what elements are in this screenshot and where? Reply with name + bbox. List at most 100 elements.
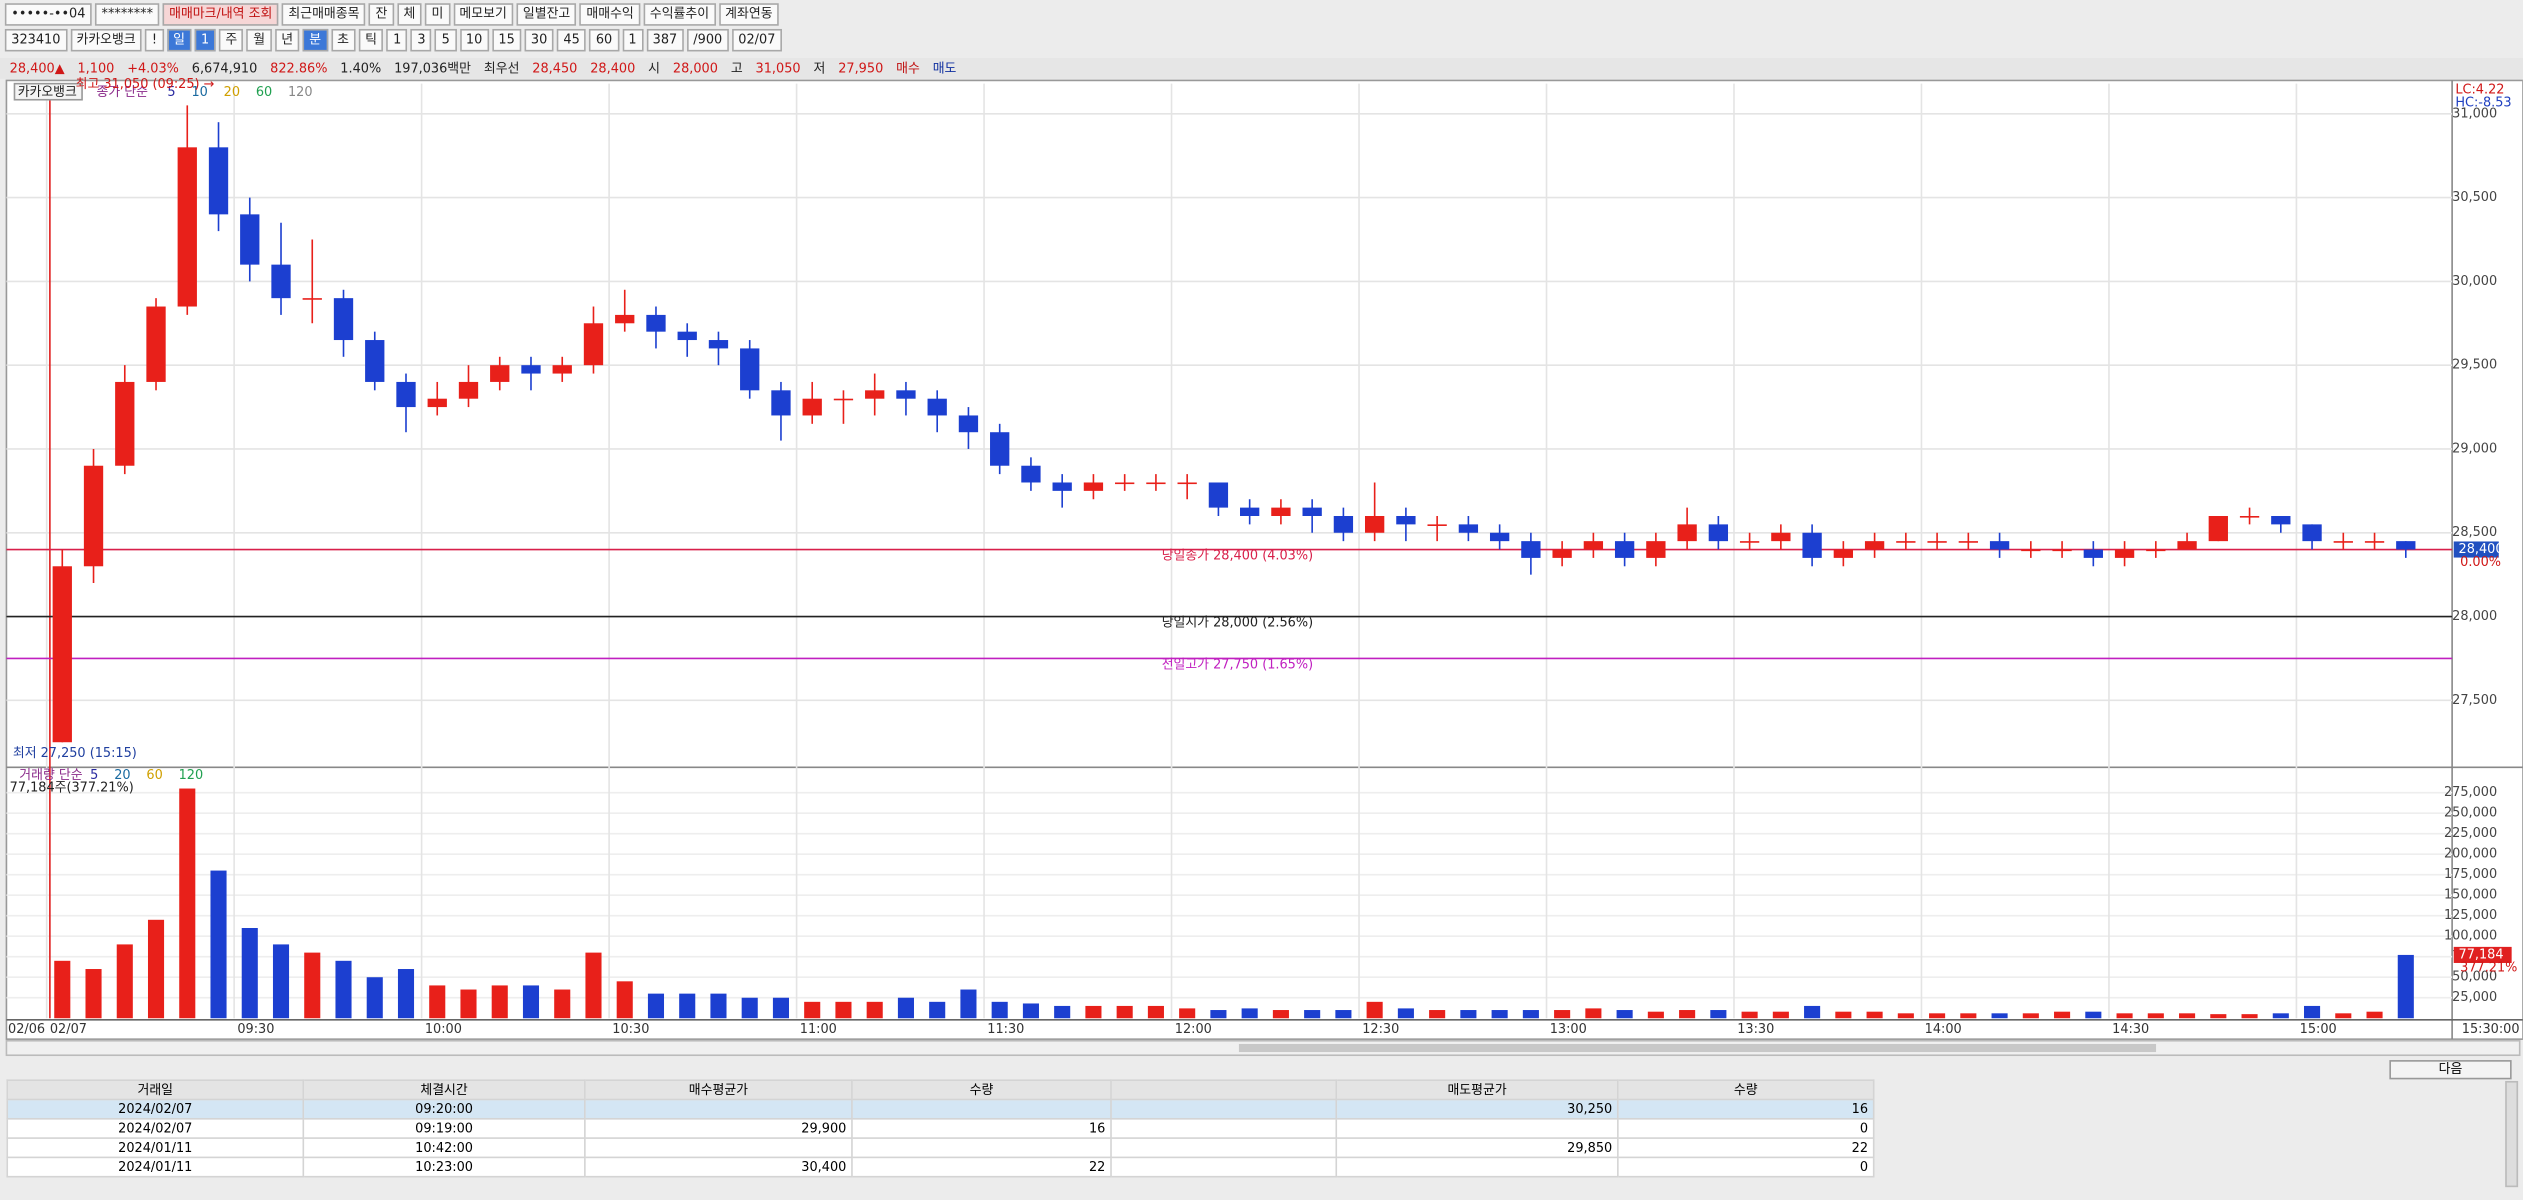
- v-tick-label: 175,000: [2444, 867, 2497, 882]
- toolbar-item: 31,050: [755, 60, 801, 75]
- toolbar-item[interactable]: 주: [218, 28, 244, 52]
- volume-bar: [366, 977, 383, 1019]
- volume-bar: [772, 997, 790, 1019]
- volume-bar: [2366, 1011, 2383, 1019]
- table-row[interactable]: 2024/02/07 09:20:00 30,250 16: [6, 1098, 1875, 1120]
- header-cell: 거래일: [6, 1079, 305, 1101]
- toolbar-item[interactable]: ********: [95, 3, 160, 26]
- volume-bar: [272, 944, 290, 1019]
- toolbar-item[interactable]: 최근매매종목: [281, 3, 366, 26]
- toolbar-item[interactable]: 초: [330, 28, 356, 52]
- toolbar-item[interactable]: 10: [459, 28, 489, 52]
- toolbar-item[interactable]: 3: [410, 28, 432, 52]
- next-button[interactable]: 다음: [2389, 1060, 2512, 1080]
- volume-bar: [1179, 1008, 1196, 1019]
- volume-bar: [1804, 1005, 1821, 1019]
- table-cell: [851, 1098, 1112, 1120]
- toolbar-item: 1,100: [77, 60, 115, 75]
- toolbar-item[interactable]: •••••-••04: [4, 3, 92, 26]
- toolbar-item[interactable]: 매매마크/내역 조회: [162, 3, 279, 26]
- volume-bar: [554, 989, 571, 1019]
- toolbar-item[interactable]: 1: [194, 28, 216, 52]
- toolbar-item[interactable]: 30: [524, 28, 554, 52]
- table-row[interactable]: 2024/01/11 10:23:00 30,400 22 0: [6, 1156, 1875, 1178]
- toolbar-item[interactable]: 계좌연동: [718, 3, 780, 26]
- table-row[interactable]: 2024/02/07 09:19:00 29,900 16 0: [6, 1117, 1875, 1139]
- candle-body: [115, 381, 135, 466]
- volume-bar: [897, 997, 914, 1019]
- candle-body: [2239, 516, 2260, 518]
- table-cell: 10:23:00: [302, 1156, 586, 1178]
- toolbar-item[interactable]: 323410: [4, 28, 67, 52]
- toolbar-item[interactable]: 미: [425, 3, 450, 26]
- legend-item: 10: [191, 85, 207, 100]
- toolbar-item[interactable]: 일: [166, 28, 192, 52]
- table-cell: [584, 1137, 853, 1159]
- candle-body: [1021, 465, 1041, 483]
- volume-bar: [2085, 1011, 2102, 1019]
- x-tick-label: 02/07: [50, 1022, 87, 1037]
- volume-bar: [429, 985, 446, 1019]
- toolbar-item[interactable]: 15: [491, 28, 522, 52]
- volume-bar: [241, 928, 258, 1019]
- candle-body: [2083, 549, 2103, 558]
- toolbar-item[interactable]: 45: [556, 28, 587, 52]
- last-change-label: 0.00%: [2460, 555, 2501, 570]
- table-cell: 29,850: [1335, 1137, 1619, 1159]
- volume-bar: [1272, 1010, 1289, 1019]
- toolbar-item[interactable]: 년: [274, 28, 300, 52]
- candle-body: [1896, 541, 1916, 543]
- toolbar-item: 28,000: [672, 60, 718, 75]
- candle-body: [771, 390, 791, 416]
- volume-bar: [1085, 1005, 1102, 1019]
- legend-item: 5: [90, 768, 98, 783]
- volume-bar: [647, 993, 665, 1019]
- scrollbar[interactable]: [2505, 1080, 2519, 1188]
- toolbar-item[interactable]: !: [145, 28, 164, 52]
- toolbar-item[interactable]: 일별잔고: [516, 3, 577, 26]
- candle-body: [1802, 532, 1822, 558]
- table-cell: 2024/02/07: [6, 1117, 305, 1139]
- toolbar-item[interactable]: /900: [686, 28, 729, 52]
- toolbar-item[interactable]: 387: [646, 28, 684, 52]
- toolbar-item: 27,950: [838, 60, 884, 75]
- toolbar-item[interactable]: 5: [435, 28, 457, 52]
- chart: 27,500 28,000 28,500 29,000 29,500 30,000 30,5…: [5, 77, 2523, 1057]
- toolbar-item: 최우선: [483, 60, 520, 75]
- candle-body: [1958, 541, 1978, 543]
- candle-body: [2271, 516, 2291, 525]
- toolbar-item: 매도: [932, 60, 957, 75]
- candle-body: [521, 365, 541, 374]
- candle-body: [396, 381, 416, 408]
- header-cell: 매수평균가: [584, 1079, 853, 1101]
- toolbar-item[interactable]: 02/07: [731, 28, 782, 52]
- volume-bar: [1554, 1010, 1571, 1019]
- table-cell: 09:20:00: [302, 1098, 586, 1120]
- x-end-label: 15:30:00: [2462, 1022, 2520, 1037]
- volume-bar: [1772, 1011, 1789, 1019]
- toolbar-item[interactable]: 1: [386, 28, 408, 52]
- toolbar-item[interactable]: 잔: [369, 3, 394, 26]
- volume-bar: [679, 993, 696, 1019]
- candle-body: [1177, 482, 1197, 485]
- toolbar-item[interactable]: 수익률추이: [643, 3, 716, 26]
- volume-bar: [460, 989, 477, 1019]
- volume-bar: [1147, 1005, 1164, 1019]
- toolbar-item[interactable]: 메모보기: [452, 3, 514, 26]
- toolbar-item[interactable]: 카카오뱅크: [70, 28, 143, 52]
- toolbar-item[interactable]: 60: [589, 28, 619, 52]
- volume-last-label: 77,184: [2459, 947, 2504, 962]
- toolbar-item[interactable]: 1: [621, 28, 643, 52]
- candle-body: [2302, 524, 2322, 542]
- candle-body: [708, 340, 729, 349]
- legend-item: 5: [167, 85, 175, 100]
- toolbar-item[interactable]: 월: [246, 28, 272, 52]
- table-row[interactable]: 2024/01/11 10:42:00 29,850 22: [6, 1137, 1875, 1159]
- toolbar-item[interactable]: 분: [302, 28, 328, 52]
- header-cell: 매도평균가: [1335, 1079, 1619, 1101]
- toolbar-item[interactable]: 매매수익: [579, 3, 641, 26]
- toolbar-item[interactable]: 체: [397, 3, 422, 26]
- volume-ratio-label: 377.21%: [2460, 960, 2517, 975]
- volume-bar: [2179, 1013, 2196, 1019]
- toolbar-item[interactable]: 틱: [358, 28, 384, 52]
